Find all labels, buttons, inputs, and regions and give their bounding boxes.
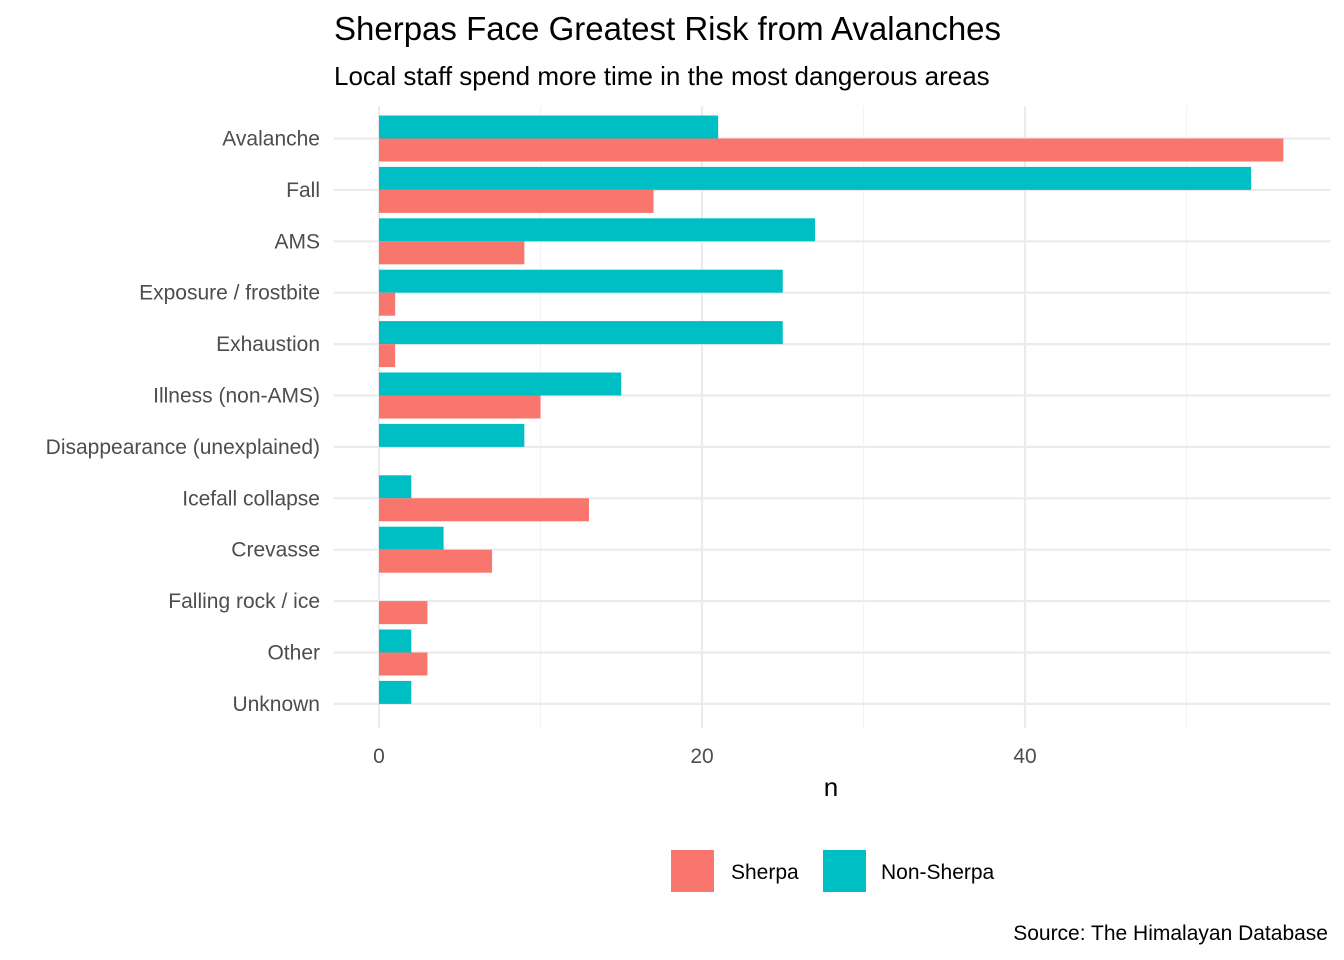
bar-non-sherpa bbox=[379, 475, 412, 499]
category-label: Exposure / frostbite bbox=[139, 282, 320, 305]
bar-sherpa bbox=[379, 241, 525, 265]
x-tick-label: 40 bbox=[1013, 745, 1036, 768]
legend-label: Non-Sherpa bbox=[881, 861, 995, 884]
bar-non-sherpa bbox=[379, 269, 783, 293]
bar-sherpa bbox=[379, 189, 654, 213]
chart-caption: Source: The Himalayan Database bbox=[1013, 922, 1328, 945]
bar-sherpa bbox=[379, 292, 396, 316]
bar-non-sherpa bbox=[379, 321, 783, 345]
category-label: Illness (non-AMS) bbox=[153, 385, 320, 408]
bar-sherpa bbox=[379, 138, 1284, 162]
x-axis-title: n bbox=[824, 772, 838, 802]
category-labels: Avalanche Fall AMS Exposure / frostbite Exha… bbox=[46, 128, 320, 716]
category-label: Avalanche bbox=[222, 128, 320, 151]
bars bbox=[379, 115, 1284, 704]
category-label: Unknown bbox=[232, 693, 320, 716]
legend-label: Sherpa bbox=[731, 861, 799, 884]
bar-sherpa bbox=[379, 395, 541, 419]
bar-non-sherpa bbox=[379, 629, 412, 653]
bar-sherpa bbox=[379, 652, 428, 676]
bar-non-sherpa bbox=[379, 423, 525, 447]
x-tick-label: 20 bbox=[690, 745, 713, 768]
x-tick-labels: 0 20 40 bbox=[373, 745, 1037, 768]
legend-key bbox=[671, 850, 714, 892]
category-label: Falling rock / ice bbox=[168, 590, 320, 613]
category-label: Other bbox=[267, 642, 320, 665]
legend-key bbox=[823, 850, 866, 892]
category-label: Crevasse bbox=[231, 539, 320, 562]
bar-non-sherpa bbox=[379, 526, 444, 550]
legend: Sherpa Non-Sherpa bbox=[671, 850, 995, 892]
category-label: Exhaustion bbox=[216, 333, 320, 356]
chart-title: Sherpas Face Greatest Risk from Avalanch… bbox=[334, 10, 1001, 47]
category-label: Disappearance (unexplained) bbox=[46, 436, 320, 459]
x-tick-label: 0 bbox=[373, 745, 385, 768]
bar-non-sherpa bbox=[379, 218, 816, 242]
bar-sherpa bbox=[379, 601, 428, 625]
bar-sherpa bbox=[379, 498, 589, 522]
bar-sherpa bbox=[379, 549, 493, 573]
bar-non-sherpa bbox=[379, 166, 1252, 190]
bar-non-sherpa bbox=[379, 372, 622, 396]
chart-subtitle: Local staff spend more time in the most … bbox=[334, 61, 990, 91]
bar-non-sherpa bbox=[379, 680, 412, 704]
bar-sherpa bbox=[379, 344, 396, 368]
category-label: Fall bbox=[286, 179, 320, 202]
category-label: Icefall collapse bbox=[182, 487, 320, 510]
category-label: AMS bbox=[274, 230, 320, 253]
bar-non-sherpa bbox=[379, 115, 719, 139]
